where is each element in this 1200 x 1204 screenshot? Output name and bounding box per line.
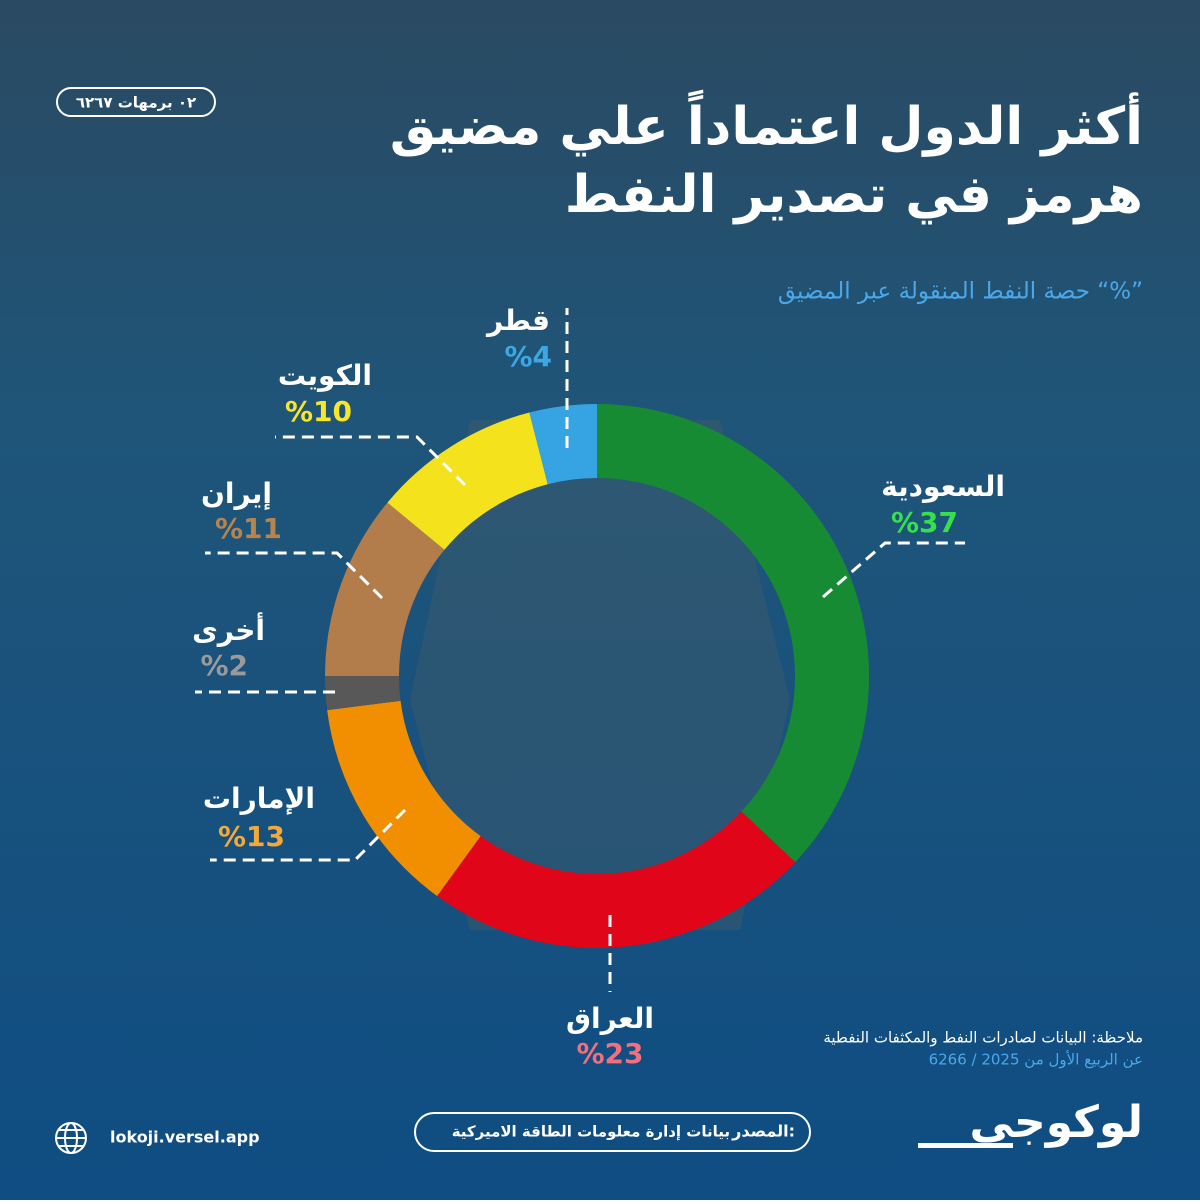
category-label: أخرى [192,612,265,647]
slice [387,412,548,550]
date: ٠٢ برمهات ٦٢٦٧ [76,94,196,112]
slice [529,404,597,485]
value-label: %4 [504,340,552,373]
value-label: %23 [576,1037,643,1070]
category-label: الإمارات [203,782,315,815]
title: هرمز في تصدير النفط [565,165,1143,225]
website: lokoji.versel.app [110,1128,260,1147]
slice [597,404,870,863]
category-label: السعودية [881,470,1005,503]
leader-line [822,541,965,599]
subtitle: حصة النفط المنقولة عبر المضيق “%” [778,279,1143,305]
value-label: %11 [215,512,282,545]
globe-icon [55,1122,87,1154]
note: ملاحظة: البيانات لصادرات النفط والمكثفات… [823,1029,1143,1047]
logo-bar [918,1143,1013,1148]
leader-line [210,808,407,862]
date-badge [56,87,216,117]
category-label: إيران [201,477,272,511]
title: أكثر الدول اعتماداً علي مضيق [390,90,1143,157]
slice [325,502,445,676]
ship [410,420,790,930]
value-label: %37 [891,506,958,539]
slice [437,811,796,948]
slice [327,700,481,897]
donut-chart: السعودية%37 العراق%23 الإمارات %13 أخرى%2 إير… [192,304,1005,1070]
value-label: %13 [218,820,285,853]
note: عن الربيع الأول من 2025 / 6266 [929,1050,1143,1069]
slice [325,676,401,711]
value-label: %10 [285,395,352,428]
source: بيانات إدارة معلومات الطاقة الاميركية [452,1123,730,1141]
category-label: الكويت [278,359,372,392]
logo: لوكوجي [969,1097,1143,1148]
category-label: قطر [485,304,550,337]
leader-line [275,435,467,487]
leader-line [205,551,384,600]
category-label: العراق [566,1002,654,1035]
value-label: %2 [200,649,248,682]
source-label: المصدر: [731,1122,795,1141]
source-badge [414,1112,811,1152]
